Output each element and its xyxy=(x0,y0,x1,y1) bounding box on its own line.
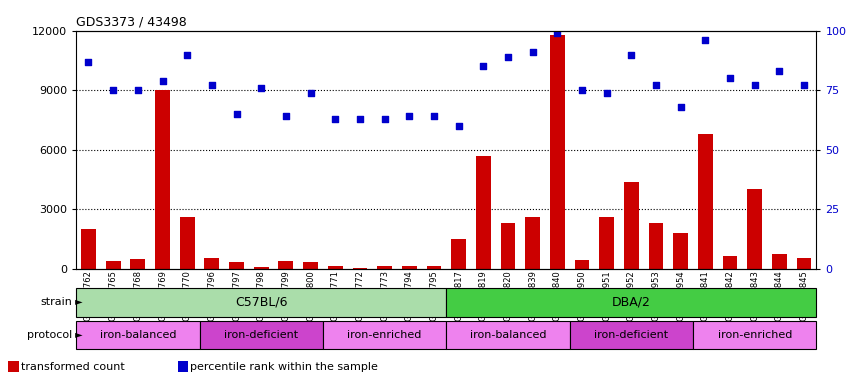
Point xyxy=(205,83,218,89)
Bar xyxy=(722,256,738,269)
Text: iron-balanced: iron-balanced xyxy=(100,330,176,340)
Bar xyxy=(624,182,639,269)
Bar xyxy=(698,134,712,269)
Point xyxy=(452,123,465,129)
Bar xyxy=(76,288,447,317)
Text: iron-balanced: iron-balanced xyxy=(470,330,547,340)
Point xyxy=(772,68,786,74)
Point xyxy=(180,51,194,58)
Bar xyxy=(747,189,762,269)
Bar xyxy=(501,223,515,269)
Bar xyxy=(673,233,688,269)
Point xyxy=(279,113,293,119)
Bar xyxy=(693,321,816,349)
Bar xyxy=(599,217,614,269)
Bar xyxy=(475,156,491,269)
Bar xyxy=(81,229,96,269)
Bar xyxy=(200,321,323,349)
Bar xyxy=(8,361,19,372)
Point xyxy=(476,63,490,70)
Bar xyxy=(278,261,294,269)
Bar xyxy=(447,288,816,317)
Bar xyxy=(229,262,244,269)
Text: protocol: protocol xyxy=(27,330,72,340)
Point xyxy=(427,113,441,119)
Point xyxy=(649,83,662,89)
Bar xyxy=(377,266,392,269)
Bar xyxy=(353,268,367,269)
Point xyxy=(107,87,120,93)
Point xyxy=(82,59,96,65)
Point xyxy=(674,104,688,110)
Text: ►: ► xyxy=(72,330,83,340)
Text: iron-enriched: iron-enriched xyxy=(348,330,422,340)
Text: percentile rank within the sample: percentile rank within the sample xyxy=(190,362,378,372)
Bar xyxy=(569,321,693,349)
Point xyxy=(156,78,169,84)
Bar xyxy=(179,217,195,269)
Bar xyxy=(254,267,268,269)
Point xyxy=(131,87,145,93)
Point xyxy=(699,37,712,43)
Bar xyxy=(574,260,590,269)
Point xyxy=(748,83,761,89)
Point xyxy=(600,89,613,96)
Bar xyxy=(178,361,188,372)
Point xyxy=(526,49,540,55)
Bar xyxy=(525,217,540,269)
Bar xyxy=(327,266,343,269)
Text: ►: ► xyxy=(72,297,83,308)
Point xyxy=(304,89,317,96)
Text: iron-enriched: iron-enriched xyxy=(717,330,792,340)
Text: strain: strain xyxy=(40,297,72,308)
Bar xyxy=(550,35,565,269)
Bar xyxy=(205,258,219,269)
Point xyxy=(328,116,342,122)
Point xyxy=(230,111,244,117)
Bar xyxy=(402,266,416,269)
Point xyxy=(624,51,638,58)
Point xyxy=(797,83,810,89)
Point xyxy=(501,54,514,60)
Text: DBA/2: DBA/2 xyxy=(612,296,651,309)
Bar xyxy=(772,254,787,269)
Bar xyxy=(451,239,466,269)
Point xyxy=(723,75,737,81)
Bar xyxy=(426,266,442,269)
Bar xyxy=(649,223,663,269)
Bar xyxy=(447,321,569,349)
Bar xyxy=(76,321,200,349)
Point xyxy=(255,85,268,91)
Bar xyxy=(155,90,170,269)
Text: transformed count: transformed count xyxy=(21,362,125,372)
Text: GDS3373 / 43498: GDS3373 / 43498 xyxy=(76,15,187,28)
Point xyxy=(551,30,564,36)
Point xyxy=(403,113,416,119)
Text: iron-deficient: iron-deficient xyxy=(224,330,299,340)
Point xyxy=(353,116,366,122)
Text: iron-deficient: iron-deficient xyxy=(594,330,668,340)
Bar xyxy=(797,258,811,269)
Bar xyxy=(130,259,146,269)
Point xyxy=(575,87,589,93)
Bar xyxy=(323,321,447,349)
Bar xyxy=(106,261,120,269)
Point xyxy=(378,116,392,122)
Bar xyxy=(303,262,318,269)
Text: C57BL/6: C57BL/6 xyxy=(235,296,288,309)
